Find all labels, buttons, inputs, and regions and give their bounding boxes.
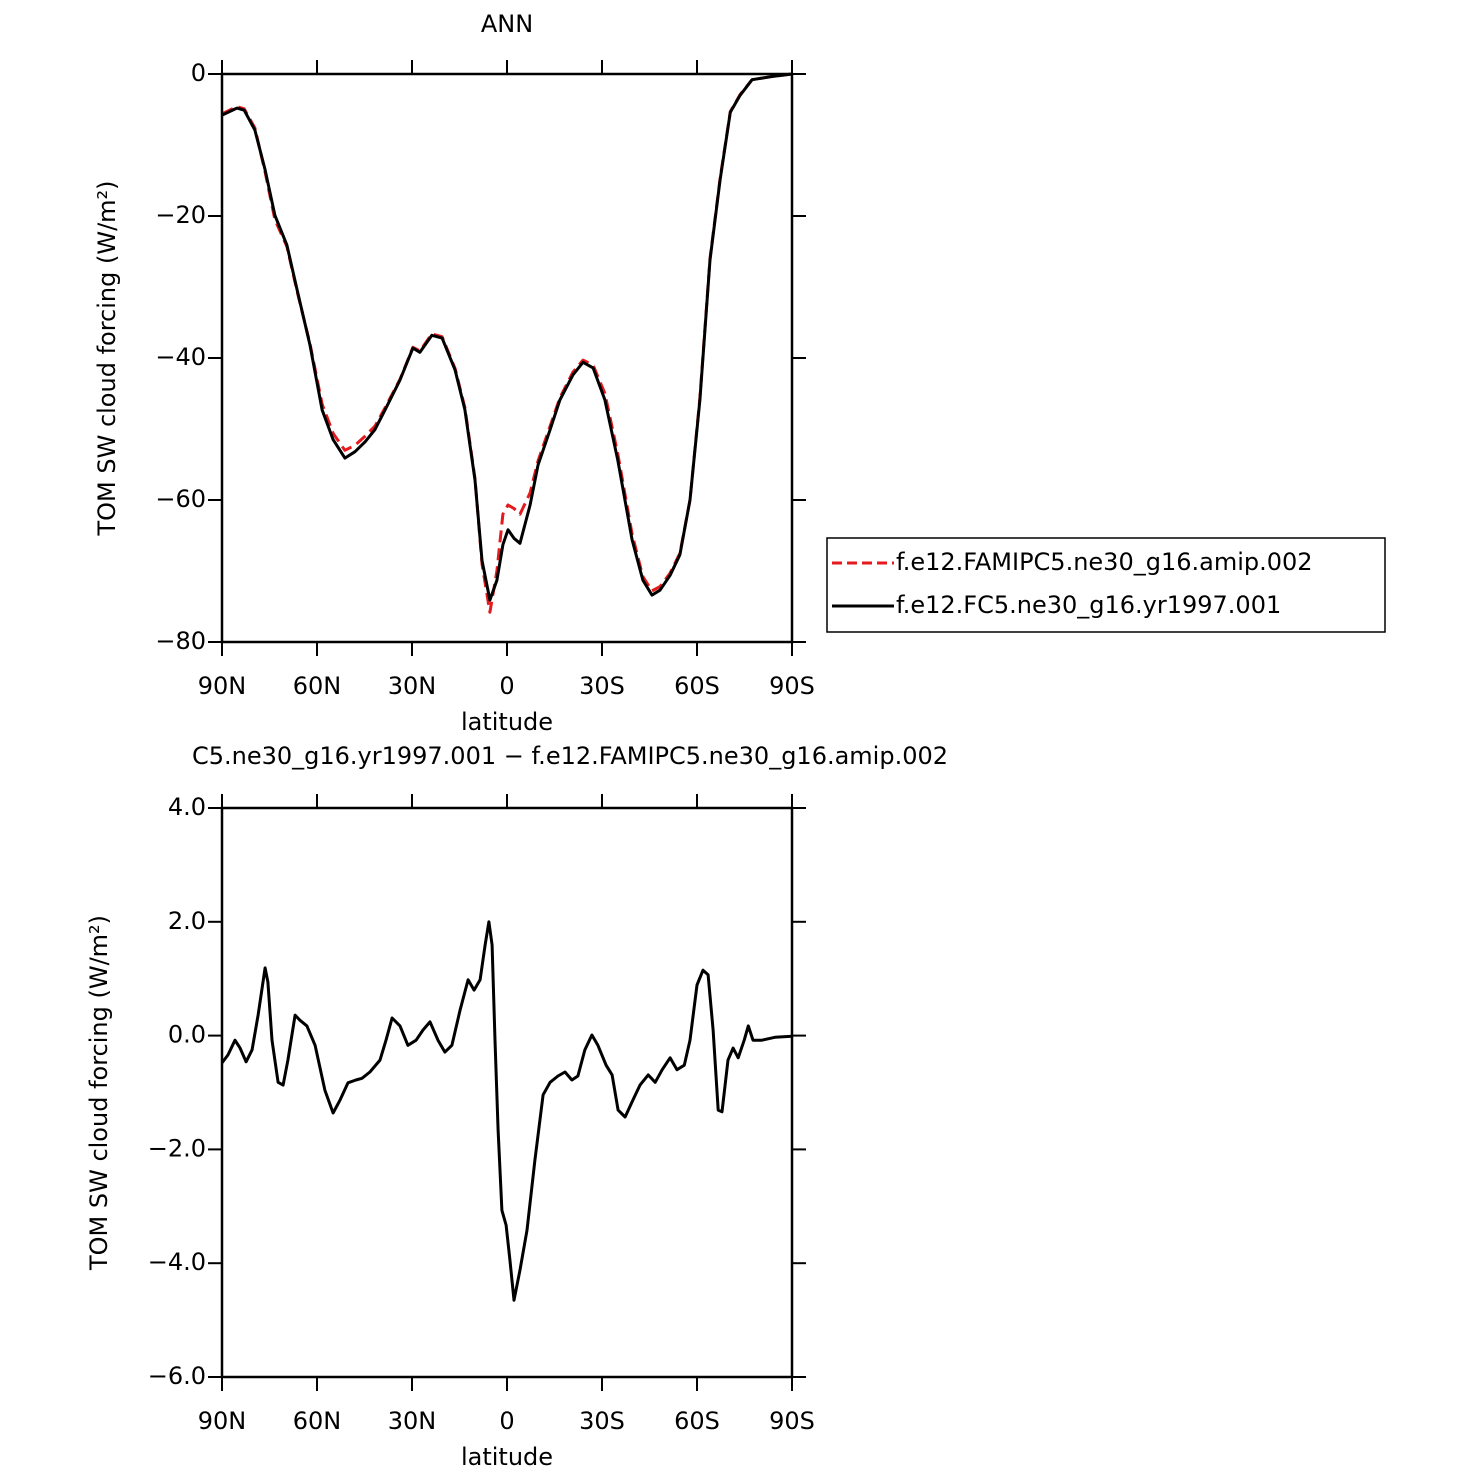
data-line bbox=[221, 72, 793, 602]
y-tick-label: −80 bbox=[155, 627, 206, 655]
plot-frame bbox=[220, 72, 794, 644]
x-tick-label: 30N bbox=[388, 1407, 437, 1435]
data-line bbox=[220, 920, 793, 1302]
y-tick-label: −4.0 bbox=[148, 1248, 206, 1276]
x-tick-label: 60N bbox=[293, 1407, 342, 1435]
x-tick-label: 60N bbox=[293, 672, 342, 700]
x-tick-label: 90N bbox=[198, 672, 247, 700]
y-tick-label: 2.0 bbox=[168, 907, 206, 935]
x-tick-label: 60S bbox=[674, 672, 720, 700]
x-tick-label: 0 bbox=[499, 672, 514, 700]
legend-label: f.e12.FC5.ne30_g16.yr1997.001 bbox=[896, 591, 1281, 619]
y-tick-label: −40 bbox=[155, 343, 206, 371]
x-tick-label: 30S bbox=[579, 672, 625, 700]
y-tick-label: −20 bbox=[155, 201, 206, 229]
y-tick-label: 0.0 bbox=[168, 1021, 206, 1049]
chart-title: C5.ne30_g16.yr1997.001 − f.e12.FAMIPC5.n… bbox=[192, 742, 948, 770]
x-axis-label: latitude bbox=[461, 1443, 553, 1471]
plot-frame bbox=[220, 806, 794, 1379]
x-tick-label: 30N bbox=[388, 672, 437, 700]
x-tick-label: 0 bbox=[499, 1407, 514, 1435]
legend-label: f.e12.FAMIPC5.ne30_g16.amip.002 bbox=[896, 548, 1313, 576]
x-tick-label: 90N bbox=[198, 1407, 247, 1435]
x-tick-label: 90S bbox=[769, 672, 815, 700]
y-tick-label: −2.0 bbox=[148, 1134, 206, 1162]
legend: f.e12.FAMIPC5.ne30_g16.amip.002 f.e12.FC5… bbox=[826, 537, 1386, 633]
x-axis-label: latitude bbox=[461, 708, 553, 736]
x-tick-label: 30S bbox=[579, 1407, 625, 1435]
y-axis-label: TOM SW cloud forcing (W/m²) bbox=[85, 915, 113, 1271]
y-tick-label: −6.0 bbox=[148, 1362, 206, 1390]
y-tick-label: 4.0 bbox=[168, 793, 206, 821]
x-tick-label: 60S bbox=[674, 1407, 720, 1435]
legend-box bbox=[826, 537, 1386, 633]
x-tick-label: 90S bbox=[769, 1407, 815, 1435]
chart-title: ANN bbox=[481, 10, 533, 38]
y-axis-label: TOM SW cloud forcing (W/m²) bbox=[93, 180, 121, 536]
y-tick-label: 0 bbox=[191, 59, 206, 87]
y-tick-label: −60 bbox=[155, 485, 206, 513]
